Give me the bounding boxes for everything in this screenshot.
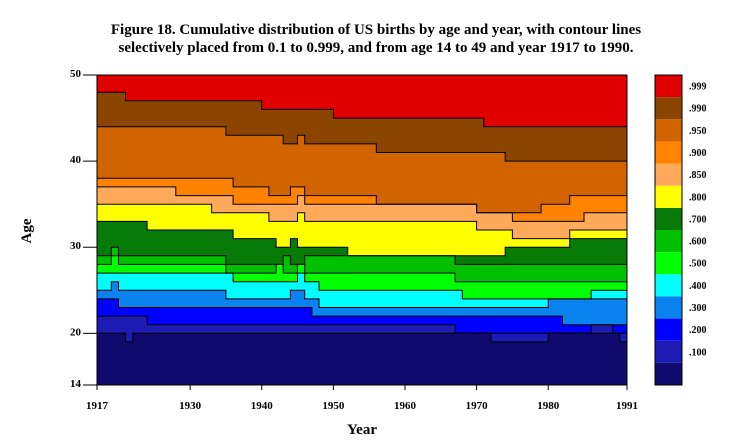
legend: .100 .200 .300 .400 .500 .600 .700 .800 .850 .900…: [654, 74, 707, 386]
legend-label: .800: [689, 192, 707, 203]
x-tick-label: 1970: [466, 400, 489, 412]
x-tick-label: 1940: [251, 400, 274, 412]
contour-line-p400: [97, 281, 627, 308]
contour-line-p850: [97, 203, 627, 240]
y-tick-label: 50: [70, 68, 82, 80]
contour-line-p300: [97, 298, 627, 326]
x-tick-label: 1950: [322, 400, 345, 412]
y-axis: 14 20 30 40 50: [70, 68, 98, 390]
legend-label: .999: [689, 82, 707, 93]
legend-swatch: [655, 141, 682, 164]
legend-swatch: [655, 185, 682, 208]
legend-swatch: [655, 274, 682, 297]
contour-line-p990: [97, 126, 627, 162]
legend-swatch: [655, 207, 682, 230]
legend-swatch: [655, 340, 682, 363]
y-tick-label: 40: [70, 154, 82, 166]
legend-label: .100: [689, 347, 707, 358]
legend-label: .950: [689, 126, 707, 137]
contour-lines: [97, 74, 628, 385]
legend-swatch: [655, 75, 682, 98]
x-axis-title: Year: [347, 422, 377, 438]
y-tick-label: 30: [70, 240, 82, 252]
legend-label: .700: [689, 214, 707, 225]
legend-frame: [654, 74, 683, 386]
x-tick-label: 1980: [537, 400, 560, 412]
contour-line-p800: [97, 220, 627, 257]
legend-label: .600: [689, 237, 707, 248]
legend-swatch: [655, 318, 682, 341]
chart-title: Figure 18. Cumulative distribution of US…: [111, 22, 641, 38]
legend-label: .300: [689, 303, 707, 314]
y-tick-label: 20: [70, 326, 82, 338]
x-axis: 1917 1930 1940 1950 1960 1970 1980 1991: [86, 384, 638, 412]
y-axis-title: Age: [19, 218, 35, 243]
legend-label: .850: [689, 170, 707, 181]
legend-swatch: [655, 296, 682, 319]
contour-line-p900: [97, 186, 627, 222]
x-tick-label: 1991: [616, 400, 638, 412]
legend-label: .200: [689, 325, 707, 336]
band-below-p100: [97, 333, 627, 385]
contour-line-p999: [97, 91, 627, 128]
legend-swatch: [655, 230, 682, 253]
legend-swatch: [655, 362, 682, 385]
x-tick-label: 1930: [179, 400, 202, 412]
legend-swatch: [655, 97, 682, 120]
legend-swatch: [655, 252, 682, 275]
x-tick-label: 1917: [86, 400, 109, 412]
legend-label: .990: [689, 104, 707, 115]
y-tick-label: 14: [70, 378, 82, 390]
x-tick-label: 1960: [394, 400, 417, 412]
legend-label: .500: [689, 259, 707, 270]
legend-label: .400: [689, 281, 707, 292]
chart-subtitle: selectively placed from 0.1 to 0.999, an…: [119, 40, 634, 56]
contour-line-p950: [97, 177, 627, 214]
legend-label: .900: [689, 148, 707, 159]
contour-line-p500: [97, 272, 627, 300]
legend-swatch: [655, 119, 682, 142]
legend-swatch: [655, 163, 682, 186]
contour-line-p200: [97, 315, 627, 334]
